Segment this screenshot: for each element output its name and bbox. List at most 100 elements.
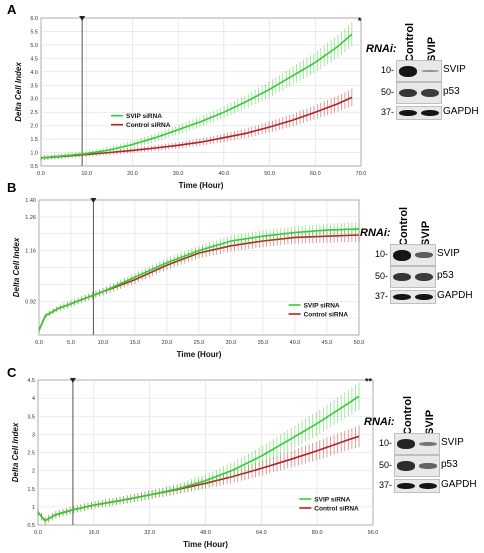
protein-band	[421, 109, 439, 117]
legend-label: Control siRNA	[314, 506, 359, 513]
protein-band	[415, 272, 433, 282]
molecular-weight-marker: 10-	[374, 249, 388, 259]
protein-band	[421, 88, 439, 98]
x-tick-label: 15.0	[130, 340, 141, 346]
molecular-weight-marker: 50-	[380, 87, 394, 97]
lane-label: Control	[404, 22, 416, 62]
molecular-weight-marker: 37-	[378, 480, 392, 490]
x-tick-label: 96.0	[368, 530, 379, 536]
x-tick-label: 40.0	[218, 171, 229, 177]
x-tick-label: 30.0	[226, 340, 237, 346]
panel-b: B 0.0 5.0 10.0 15.0 20.0 25.0 30.0 35.0 40.0 45.0…	[0, 180, 484, 365]
panel-label: C	[7, 365, 17, 380]
x-tick-label: 0.0	[35, 340, 43, 346]
y-tick-label: 1.16	[25, 249, 36, 255]
blot-strip	[396, 106, 442, 120]
x-tick-label: 48.0	[200, 530, 211, 536]
y-tick-label: 1.40	[25, 198, 36, 204]
series-line	[37, 395, 360, 522]
protein-label: p53	[441, 459, 458, 470]
series-svip-sirna	[37, 382, 360, 525]
protein-band	[421, 69, 439, 73]
x-tick-label: 64.0	[256, 530, 267, 536]
y-tick-label: 0.92	[25, 299, 36, 305]
rnai-label: RNAi:	[364, 416, 395, 428]
treatment-marker-triangle	[79, 16, 86, 21]
lane-label: SVIP	[420, 220, 432, 246]
x-tick-label: 10.0	[98, 340, 109, 346]
series-line	[38, 228, 360, 331]
y-tick-label: 4.0	[30, 70, 38, 76]
rnai-label: RNAi:	[360, 227, 391, 239]
rnai-label: RNAi:	[366, 43, 397, 55]
y-tick-label: 1	[32, 505, 35, 511]
protein-label: GAPDH	[437, 290, 473, 301]
series-line	[40, 96, 353, 159]
series-svip-sirna	[38, 222, 360, 333]
x-tick-label: 45.0	[322, 340, 333, 346]
legend-label: Control siRNA	[126, 122, 171, 129]
chart-c: 0.0 16.0 32.0 48.0 64.0 80.0 96.0 0.5 1 1.5 2 2.5 3 3…	[11, 377, 379, 549]
y-tick-label: 4	[32, 396, 35, 402]
x-tick-label: 10.0	[81, 171, 92, 177]
y-axis-label: Delta Cell Index	[11, 422, 20, 482]
protein-label: GAPDH	[441, 479, 477, 490]
protein-band	[419, 441, 437, 447]
chart-b: 0.0 5.0 10.0 15.0 20.0 25.0 30.0 35.0 40.0 45.0 50…	[12, 198, 365, 359]
x-tick-label: 50.0	[354, 340, 365, 346]
treatment-marker-triangle	[90, 198, 97, 203]
protein-band	[397, 439, 415, 449]
y-tick-label: 1.0	[30, 151, 38, 157]
x-tick-label: 16.0	[88, 530, 99, 536]
x-tick-label: 70.0	[356, 171, 367, 177]
legend-label: SVIP siRNA	[314, 497, 350, 504]
molecular-weight-marker: 50-	[378, 460, 392, 470]
protein-band	[393, 293, 411, 301]
series-line	[40, 33, 353, 159]
x-tick-label: 20.0	[162, 340, 173, 346]
x-tick-label: 40.0	[290, 340, 301, 346]
x-tick-label: 50.0	[264, 171, 275, 177]
protein-band	[399, 88, 417, 98]
y-tick-label: 5.5	[30, 29, 38, 35]
y-tick-label: 3.5	[27, 414, 35, 420]
molecular-weight-marker: 37-	[380, 107, 394, 117]
y-tick-label: 1.5	[27, 487, 35, 493]
y-axis-label: Delta Cell Index	[14, 62, 23, 122]
x-tick-label: 5.0	[67, 340, 75, 346]
protein-band	[419, 463, 437, 469]
y-axis-label: Delta Cell Index	[12, 237, 21, 297]
y-tick-label: 1.26	[25, 215, 36, 221]
significance-annotation: **	[365, 377, 373, 387]
y-tick-label: 4.5	[30, 56, 38, 62]
blot-strip	[390, 290, 436, 304]
lane-label: Control	[398, 206, 410, 246]
x-tick-label: 30.0	[173, 171, 184, 177]
x-tick-label: 20.0	[127, 171, 138, 177]
y-tick-label: 2	[32, 469, 35, 475]
significance-annotation: *	[358, 16, 362, 26]
protein-band	[393, 272, 411, 282]
y-tick-label: 2.5	[30, 110, 38, 116]
y-tick-label: 0.5	[27, 523, 35, 529]
x-tick-label: 25.0	[194, 340, 205, 346]
panel-c: C 0.0 16.0 32.0 48.0 64.0 80.0 96.0 0.5 1 1.5 2 2.5…	[0, 365, 484, 550]
x-axis-label: Time (Hour)	[183, 540, 228, 549]
y-tick-label: 5.0	[30, 43, 38, 49]
y-tick-label: 6.0	[30, 16, 38, 22]
lane-label: SVIP	[426, 36, 438, 62]
protein-band	[419, 482, 437, 490]
series-svip-sirna	[40, 22, 353, 161]
x-tick-label: 0.0	[34, 530, 42, 536]
protein-label: GAPDH	[443, 106, 479, 117]
panel-a: A 0.0 10.0 20.0 30.0 40.0 50.0 60.0 70.0 0.5 1.0 1…	[0, 0, 484, 190]
x-tick-label: 35.0	[258, 340, 269, 346]
lane-label: SVIP	[424, 409, 436, 435]
y-tick-label: 1.5	[30, 137, 38, 143]
series-control-sirna	[40, 88, 353, 161]
chart-a: 0.0 10.0 20.0 30.0 40.0 50.0 60.0 70.0 0.5 1.0 1.5…	[14, 16, 367, 190]
y-tick-label: 4.5	[27, 378, 35, 384]
protein-label: SVIP	[443, 64, 466, 75]
y-tick-label: 3	[32, 432, 35, 438]
protein-label: SVIP	[437, 248, 460, 259]
